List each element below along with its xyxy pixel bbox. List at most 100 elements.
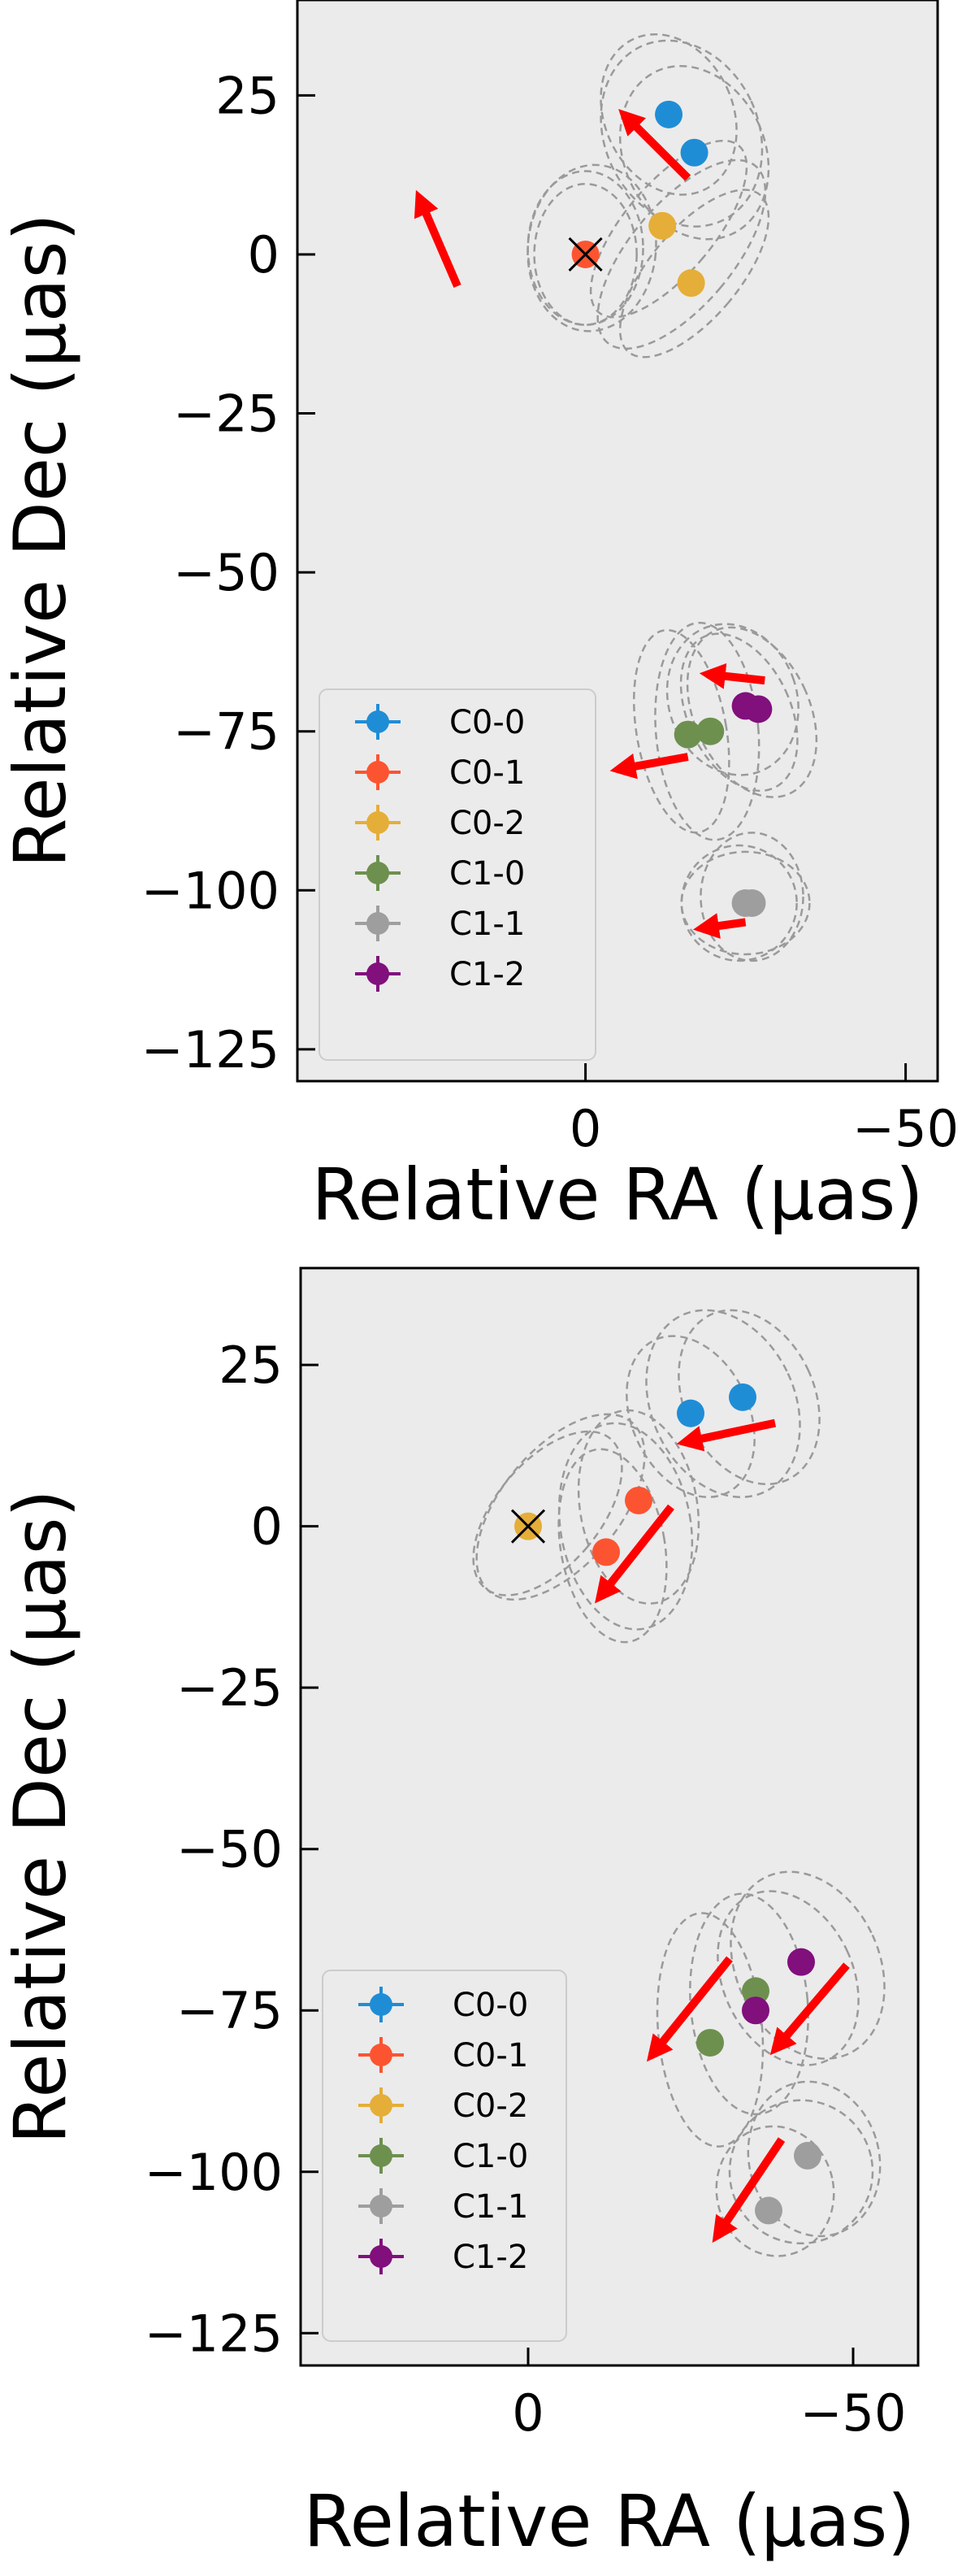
motion-arrow [699,662,765,689]
motion-arrow [712,2137,786,2244]
x-tick-label: −50 [852,1099,959,1158]
reference-cross-line [510,1509,546,1544]
motion-arrow [609,753,689,780]
legend-item: C0-2 [355,805,525,842]
legend-item: C1-2 [355,956,525,993]
error-ellipse [680,844,798,962]
data-point-c0-0 [729,1383,756,1411]
x-axis-ticks: 0 −50 [570,1063,959,1158]
y-tick-label: −50 [176,1820,283,1879]
data-point-c1-1 [794,2141,821,2170]
motion-arrows [595,1418,850,2244]
legend-item: C0-2 [358,2087,528,2125]
motion-arrow [595,1504,674,1604]
legend-item: C0-0 [355,704,525,741]
x-axis-ticks: 0 −50 [512,2348,906,2443]
legend-item: C1-0 [358,2138,528,2175]
error-ellipse [654,621,760,841]
error-ellipses [526,33,818,962]
y-tick-label: −75 [176,1981,283,2040]
reference-cross-line [568,237,603,272]
error-ellipse [589,139,748,319]
data-point-c1-0 [696,717,725,745]
error-ellipse [730,1870,886,2060]
legend-label: C1-2 [453,2239,528,2276]
legend-item: C1-0 [355,855,525,893]
x-axis-label: Relative RA (μas) [303,2479,915,2563]
legend-label: C0-2 [453,2087,528,2125]
y-tick-label: −25 [176,1658,283,1718]
data-points [514,1383,821,2225]
error-ellipse [618,189,770,358]
error-ellipse [680,850,811,956]
y-tick-label: 25 [215,66,280,125]
y-axis-label: Relative Dec (μas) [0,213,82,868]
legend-box [318,689,596,1061]
y-tick-label: −125 [145,2304,283,2363]
motion-arrow [414,189,462,289]
legend-marker [366,710,389,733]
data-point-c0-0 [680,138,708,167]
legend-label: C1-1 [453,2188,528,2226]
data-point-c0-2 [677,269,705,298]
error-ellipse [728,2099,874,2245]
x-axis-label: Relative RA (μas) [311,1153,923,1236]
legend-marker [370,2144,392,2167]
legend-marker [366,912,389,935]
y-tick-label: −75 [173,702,280,762]
legend-label: C1-2 [449,956,525,993]
error-ellipse [577,1409,700,1605]
error-ellipse [557,1448,668,1644]
data-point-c1-2 [744,695,773,723]
legend-marker [370,2245,392,2268]
motion-arrow [769,1962,850,2056]
data-point-c0-2 [648,211,677,240]
legend-label: C0-2 [449,805,525,842]
error-ellipse [645,1309,801,1498]
legend-label: C1-1 [449,906,525,943]
legend-label: C0-0 [453,1987,528,2024]
x-tick-label: 0 [512,2383,544,2443]
data-point-c1-2 [742,1996,769,2025]
y-tick-label: 25 [219,1336,283,1395]
error-ellipse [472,1430,623,1596]
data-point-c0-0 [655,100,683,128]
legend: C0-0 C0-1 C0-2 C1-0 C1-1 C1-2 [318,689,596,1061]
error-ellipse [632,628,730,834]
reference-marker [510,1509,546,1544]
legend-item: C0-1 [358,2037,528,2074]
y-tick-label: 0 [248,225,280,285]
error-ellipse [557,1422,694,1631]
motion-arrow [676,1418,777,1452]
error-ellipse [533,183,638,326]
error-ellipse [526,163,657,332]
y-tick-label: −100 [141,861,280,920]
data-point-c0-1 [625,1486,652,1514]
data-point-c1-0 [742,1977,769,2005]
legend-label: C1-0 [453,2138,528,2175]
data-point-c1-2 [787,1948,815,1976]
x-tick-label: 0 [570,1099,601,1158]
legend-label: C0-1 [449,754,525,792]
legend-label: C0-0 [449,704,525,741]
y-axis-label: Relative Dec (μas) [0,1489,82,2144]
y-tick-label: −25 [173,384,280,444]
top-panel: 25 0 −25 −50 −75 −100 −125 0 −50 Relative RA (μ… [0,0,959,1236]
legend-item: C1-2 [358,2239,528,2276]
error-ellipse [596,159,767,350]
error-ellipse [717,1890,860,2066]
y-tick-label: −100 [145,2143,283,2202]
motion-arrow [618,109,691,181]
legend-item: C1-1 [358,2188,528,2226]
motion-arrow [646,1956,733,2062]
y-tick-label: 0 [251,1497,283,1557]
motion-arrows [414,109,765,939]
legend-marker [366,862,389,884]
data-point-c1-0 [674,720,702,749]
data-point-c1-1 [731,888,760,917]
x-tick-label: −50 [800,2383,907,2443]
legend-marker [370,2044,392,2066]
reference-marker [568,237,603,272]
data-point-c1-0 [696,2028,724,2057]
y-axis-ticks: 25 0 −25 −50 −75 −100 −125 [145,1336,318,2363]
